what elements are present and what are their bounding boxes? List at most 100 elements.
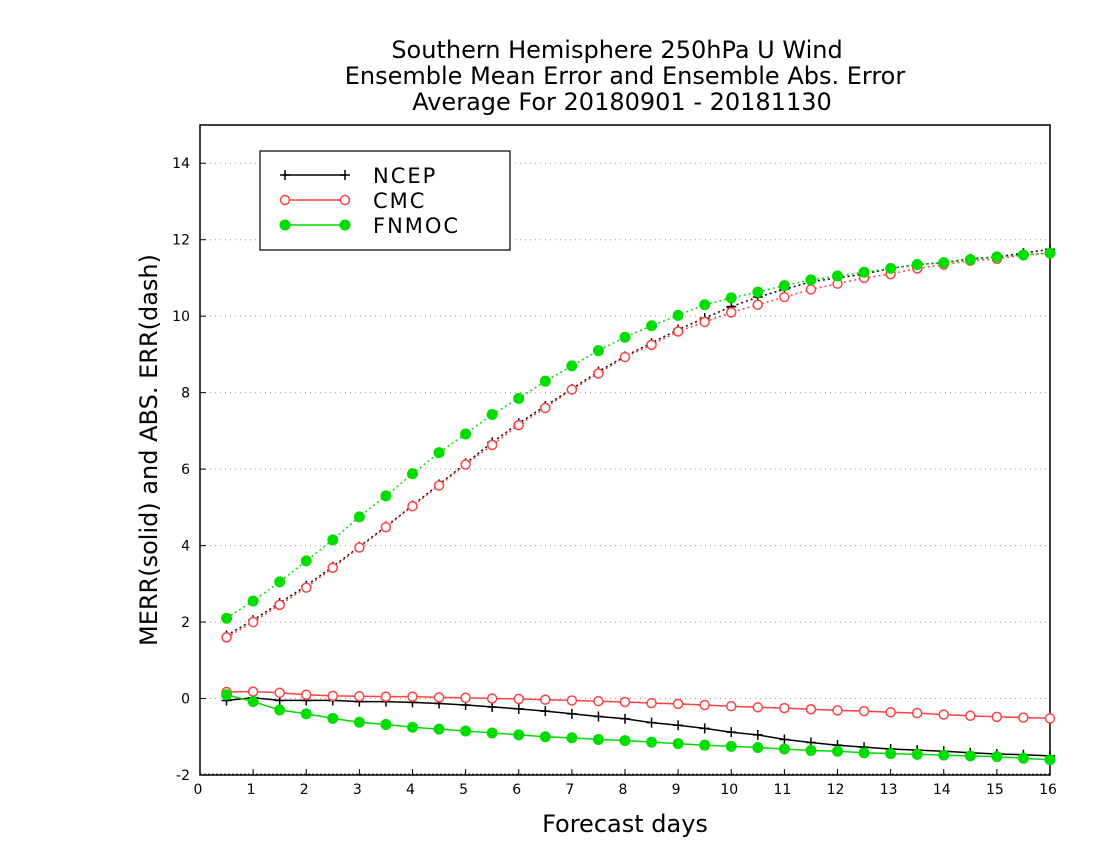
x-tick-label: 6 — [512, 782, 521, 798]
merr-point — [938, 709, 949, 720]
merr-point — [858, 705, 870, 717]
abs-err-point — [752, 299, 764, 310]
x-tick-label: 14 — [933, 782, 951, 798]
abs-err-point — [486, 408, 498, 420]
x-tick-label: 16 — [1039, 782, 1057, 798]
merr-point — [805, 745, 817, 757]
merr-point — [699, 739, 711, 751]
x-axis-label: Forecast days — [542, 810, 708, 838]
merr-point — [540, 694, 551, 705]
abs-err-point — [646, 320, 658, 332]
merr-point — [699, 723, 710, 734]
series-fnmoc — [221, 247, 1056, 766]
series-layer — [221, 244, 1056, 766]
legend-marker-ncep — [280, 170, 290, 180]
y-tick-label: 12 — [172, 233, 190, 249]
merr-point — [726, 700, 737, 712]
merr-point — [433, 692, 445, 703]
merr-point — [646, 717, 657, 728]
abs-err-point — [247, 595, 259, 607]
abs-err-point — [354, 542, 365, 553]
x-tick-label: 5 — [459, 782, 468, 798]
abs-err-point — [858, 266, 870, 278]
merr-point — [221, 689, 233, 701]
abs-err-point — [725, 292, 737, 304]
merr-point — [778, 743, 790, 755]
merr-point — [832, 745, 843, 757]
abs-err-point — [433, 447, 445, 459]
x-tick-label: 1 — [247, 782, 256, 798]
merr-point — [407, 721, 418, 733]
abs-err-point — [274, 599, 285, 611]
merr-point — [592, 733, 604, 745]
merr-point — [486, 727, 498, 739]
merr-point — [832, 705, 843, 716]
merr-point — [672, 738, 684, 750]
merr-point — [1044, 713, 1056, 724]
abs-err-point — [539, 375, 551, 387]
x-tick-label: 0 — [194, 782, 203, 798]
merr-point — [380, 719, 392, 731]
merr-point — [274, 687, 285, 699]
abs-err-point — [672, 326, 684, 337]
abs-err-point — [592, 345, 604, 357]
legend-label-cmc: CMC — [373, 189, 426, 213]
legend-marker-cmc — [279, 194, 291, 206]
merr-point — [619, 696, 631, 708]
x-tick-label: 4 — [406, 782, 415, 798]
abs-err-point — [619, 331, 631, 343]
merr-point — [593, 695, 604, 707]
abs-err-point — [301, 582, 312, 593]
title-line-1: Southern Hemisphere 250hPa U Wind — [391, 36, 842, 64]
legend-marker-fnmoc — [279, 219, 291, 231]
merr-point — [274, 704, 286, 716]
merr-point — [247, 696, 259, 708]
x-tick-label: 7 — [565, 782, 574, 798]
x-tick-label: 8 — [619, 782, 628, 798]
merr-point — [726, 727, 737, 738]
merr-point — [300, 708, 312, 720]
merr-point — [779, 702, 790, 714]
merr-point — [646, 736, 658, 748]
merr-point — [805, 703, 817, 715]
abs-err-point — [646, 339, 657, 351]
merr-point — [965, 710, 976, 721]
abs-err-point — [566, 360, 578, 372]
abs-err-point — [1017, 249, 1029, 261]
merr-point — [964, 750, 976, 762]
merr-point — [1044, 754, 1056, 766]
legend-marker-ncep — [340, 170, 350, 180]
merr-point — [938, 749, 950, 761]
legend-marker-cmc — [339, 194, 351, 206]
merr-point — [1018, 712, 1029, 723]
abs-err-point — [805, 284, 817, 295]
y-tick-label: 0 — [181, 692, 190, 708]
abs-err-point — [778, 280, 790, 292]
abs-err-point — [327, 562, 339, 574]
merr-point — [486, 693, 498, 704]
y-axis-label: MERR(solid) and ABS. ERR(dash) — [135, 254, 163, 646]
merr-point — [779, 734, 790, 745]
abs-err-point — [460, 428, 472, 440]
abs-err-point — [221, 632, 232, 643]
abs-err-point — [911, 259, 923, 271]
merr-point — [354, 690, 365, 702]
abs-err-point — [566, 384, 578, 395]
abs-err-point — [486, 439, 498, 451]
abs-err-point — [380, 490, 392, 502]
y-tick-label: 10 — [172, 309, 190, 325]
abs-err-point — [460, 459, 471, 470]
merr-point — [593, 711, 604, 722]
abs-err-point — [752, 286, 764, 298]
y-axis-ticks: -2 0 2 4 6 8 10 12 14 — [172, 156, 206, 784]
merr-point — [301, 689, 312, 700]
merr-point — [540, 706, 551, 717]
abs-err-point — [300, 555, 312, 567]
abs-err-point — [433, 480, 445, 491]
x-tick-label: 13 — [880, 782, 898, 798]
merr-point — [513, 729, 525, 741]
merr-point — [566, 732, 578, 744]
abs-err-line-cmc — [226, 252, 1051, 639]
abs-err-point — [221, 612, 233, 624]
